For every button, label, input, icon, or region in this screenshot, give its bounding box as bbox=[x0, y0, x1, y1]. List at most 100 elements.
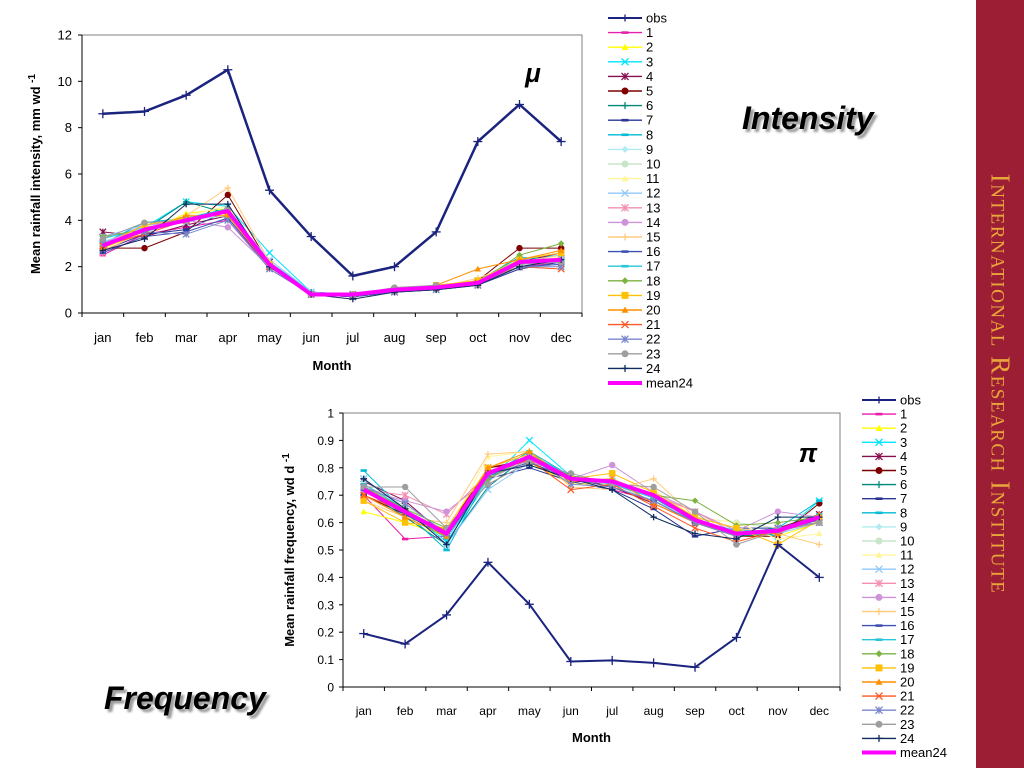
legend-label: 14 bbox=[900, 590, 914, 605]
x-tick-label: dec bbox=[551, 330, 572, 345]
data-point bbox=[141, 244, 148, 252]
data-point bbox=[650, 507, 657, 511]
x-tick-label: may bbox=[518, 704, 541, 718]
series-mean24 bbox=[102, 209, 562, 297]
legend-marker bbox=[621, 320, 629, 329]
legend-item: 23 bbox=[862, 717, 914, 732]
x-tick-label: apr bbox=[479, 704, 496, 718]
data-point bbox=[691, 508, 699, 515]
legend-item: 19 bbox=[608, 288, 660, 303]
legend-marker bbox=[875, 452, 883, 461]
data-point bbox=[483, 557, 493, 567]
series-mean24 bbox=[362, 454, 820, 536]
legend-label: 10 bbox=[900, 534, 914, 549]
legend-label: 11 bbox=[646, 171, 660, 186]
x-tick-label: aug bbox=[644, 704, 664, 718]
legend-marker bbox=[621, 43, 629, 50]
legend-label: 7 bbox=[900, 491, 907, 506]
legend-marker bbox=[875, 424, 883, 431]
data-point bbox=[181, 90, 191, 100]
data-point bbox=[650, 513, 657, 521]
data-point bbox=[474, 265, 482, 272]
data-point bbox=[224, 212, 232, 219]
data-point bbox=[401, 491, 409, 499]
legend-marker bbox=[875, 438, 883, 447]
data-point bbox=[431, 227, 441, 237]
y-tick-label: 12 bbox=[58, 28, 72, 43]
legend-item: 13 bbox=[862, 576, 914, 591]
data-point bbox=[141, 235, 148, 243]
legend-item: 9 bbox=[862, 519, 907, 534]
data-point bbox=[556, 137, 566, 147]
legend-label: 5 bbox=[646, 84, 653, 99]
legend-item: 4 bbox=[608, 69, 653, 84]
data-point bbox=[390, 262, 399, 272]
x-tick-label: mar bbox=[175, 330, 198, 345]
x-tick-label: apr bbox=[218, 330, 237, 345]
legend-label: 6 bbox=[900, 477, 907, 492]
legend-label: 3 bbox=[900, 435, 907, 450]
legend-label: 24 bbox=[646, 361, 660, 376]
legend-marker bbox=[875, 565, 883, 574]
data-point bbox=[773, 540, 783, 550]
series-obs bbox=[359, 540, 824, 672]
legend-marker bbox=[621, 189, 629, 198]
data-point bbox=[525, 436, 534, 445]
legend-marker bbox=[621, 250, 629, 253]
x-tick-label: aug bbox=[384, 330, 406, 345]
x-tick-label: oct bbox=[728, 704, 745, 718]
series-obs bbox=[98, 65, 566, 281]
data-point bbox=[484, 481, 492, 488]
legend-label: 2 bbox=[646, 40, 653, 55]
legend-label: 22 bbox=[900, 703, 914, 718]
plot-area bbox=[342, 412, 841, 688]
legend-item: 21 bbox=[862, 689, 914, 704]
data-point bbox=[733, 541, 740, 548]
data-point bbox=[442, 610, 452, 620]
legend-label: 2 bbox=[900, 421, 907, 436]
legend-marker bbox=[875, 497, 883, 500]
legend-item: 3 bbox=[608, 54, 653, 69]
series-line bbox=[102, 68, 563, 278]
legend-label: 19 bbox=[646, 288, 660, 303]
y-tick-label: 0.4 bbox=[317, 571, 334, 585]
data-point bbox=[609, 470, 616, 477]
data-point bbox=[650, 489, 657, 496]
legend-label: 1 bbox=[646, 25, 653, 40]
series-line bbox=[102, 209, 562, 297]
data-point bbox=[484, 450, 492, 458]
legend-label: 14 bbox=[646, 215, 660, 230]
legend-label: obs bbox=[646, 11, 667, 26]
legend-label: mean24 bbox=[900, 745, 947, 760]
legend-item: 20 bbox=[862, 675, 914, 690]
data-point bbox=[774, 535, 782, 542]
legend-marker bbox=[621, 133, 629, 137]
data-point bbox=[524, 599, 534, 609]
data-point bbox=[443, 508, 450, 515]
legend-marker bbox=[621, 118, 629, 122]
legend-item: 16 bbox=[608, 244, 660, 259]
data-point bbox=[348, 271, 358, 281]
legend-label: 8 bbox=[900, 505, 907, 520]
legend-marker bbox=[875, 551, 883, 558]
symbol-label: μ bbox=[524, 58, 541, 88]
data-point bbox=[557, 240, 565, 247]
legend-item: 23 bbox=[608, 346, 660, 361]
legend-label: 23 bbox=[900, 717, 914, 732]
legend-marker bbox=[621, 57, 629, 66]
legend-label: 22 bbox=[646, 332, 660, 347]
legend-marker bbox=[875, 511, 883, 515]
data-point bbox=[731, 632, 741, 642]
legend-item: 10 bbox=[608, 157, 660, 172]
legend-label: 12 bbox=[900, 562, 914, 577]
x-tick-label: jul bbox=[605, 704, 618, 718]
data-point bbox=[224, 216, 232, 224]
legend-item: 8 bbox=[862, 505, 907, 520]
y-tick-label: 0.2 bbox=[317, 626, 334, 640]
legend-item: 13 bbox=[608, 200, 660, 215]
data-point bbox=[816, 499, 823, 502]
legend-label: obs bbox=[900, 393, 921, 408]
legend-item: 11 bbox=[862, 548, 914, 563]
data-point bbox=[733, 535, 740, 543]
legend-label: 15 bbox=[900, 604, 914, 619]
